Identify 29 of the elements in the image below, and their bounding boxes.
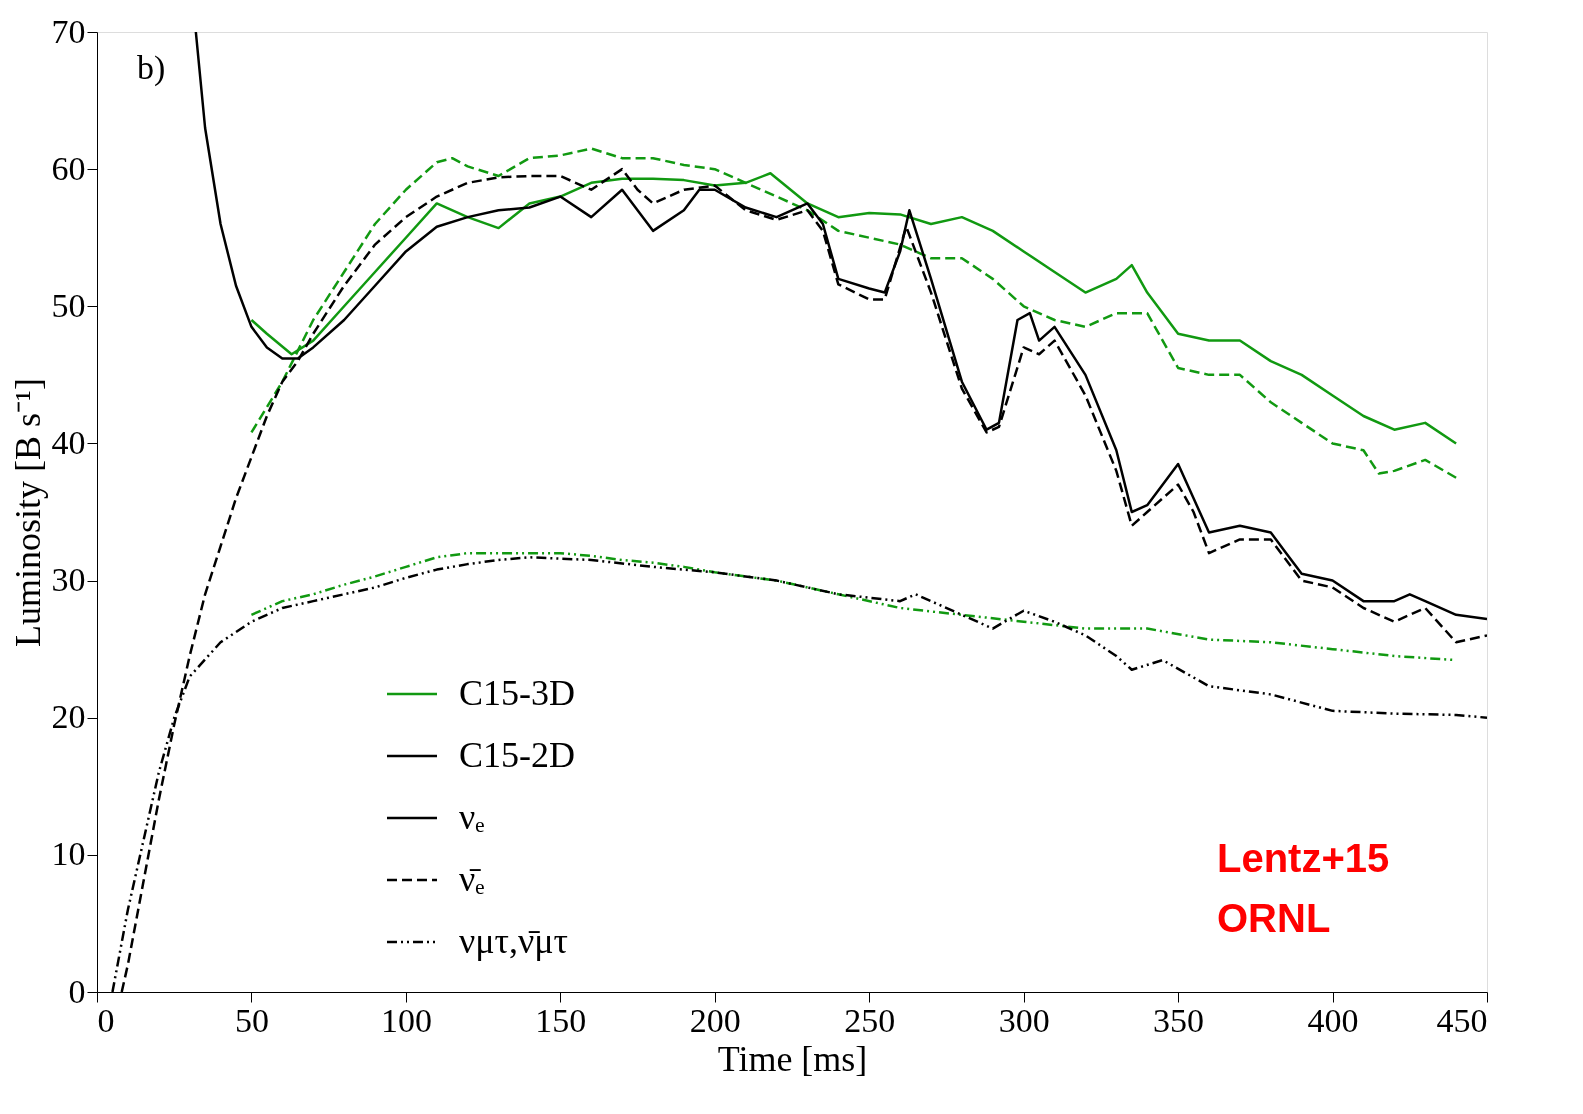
annotation: Lentz+15 [1217,836,1390,880]
y-tick-label: 20 [51,698,86,736]
x-tick-label: 300 [998,1001,1050,1039]
x-tick-label: 150 [535,1001,587,1039]
legend-label: C15-2D [459,735,575,775]
annotation: b) [137,49,166,87]
annotation: ν̄ₑ [459,859,485,899]
x-tick-label: 250 [844,1001,896,1039]
x-tick-label: 200 [689,1001,741,1039]
x-tick-label: 50 [234,1001,269,1039]
legend-label: C15-3D [459,673,575,713]
x-tick-label: 100 [380,1001,432,1039]
annotation: νₑ [459,797,485,837]
line-series [250,147,1458,479]
x-tick-label: 350 [1153,1001,1205,1039]
y-tick-label: 70 [51,12,86,50]
y-tick-label: 50 [51,286,86,324]
y-tick-label: 40 [51,423,86,461]
y-tick-label: 0 [68,972,86,1010]
annotation: ORNL [1217,896,1331,940]
x-axis-title: Time [ms] [717,1038,868,1079]
y-tick-label: 10 [51,835,86,873]
y-tick-label: 60 [51,149,86,187]
x-tick-label: 450 [1436,1001,1488,1039]
x-tick-label: 400 [1307,1001,1359,1039]
y-tick-label: 30 [51,561,86,599]
annotation: νμτ,ν̄μτ [459,921,569,961]
y-axis-title: Luminosity [B s⁻¹] [7,378,48,647]
x-tick-label: 0 [97,1001,115,1039]
